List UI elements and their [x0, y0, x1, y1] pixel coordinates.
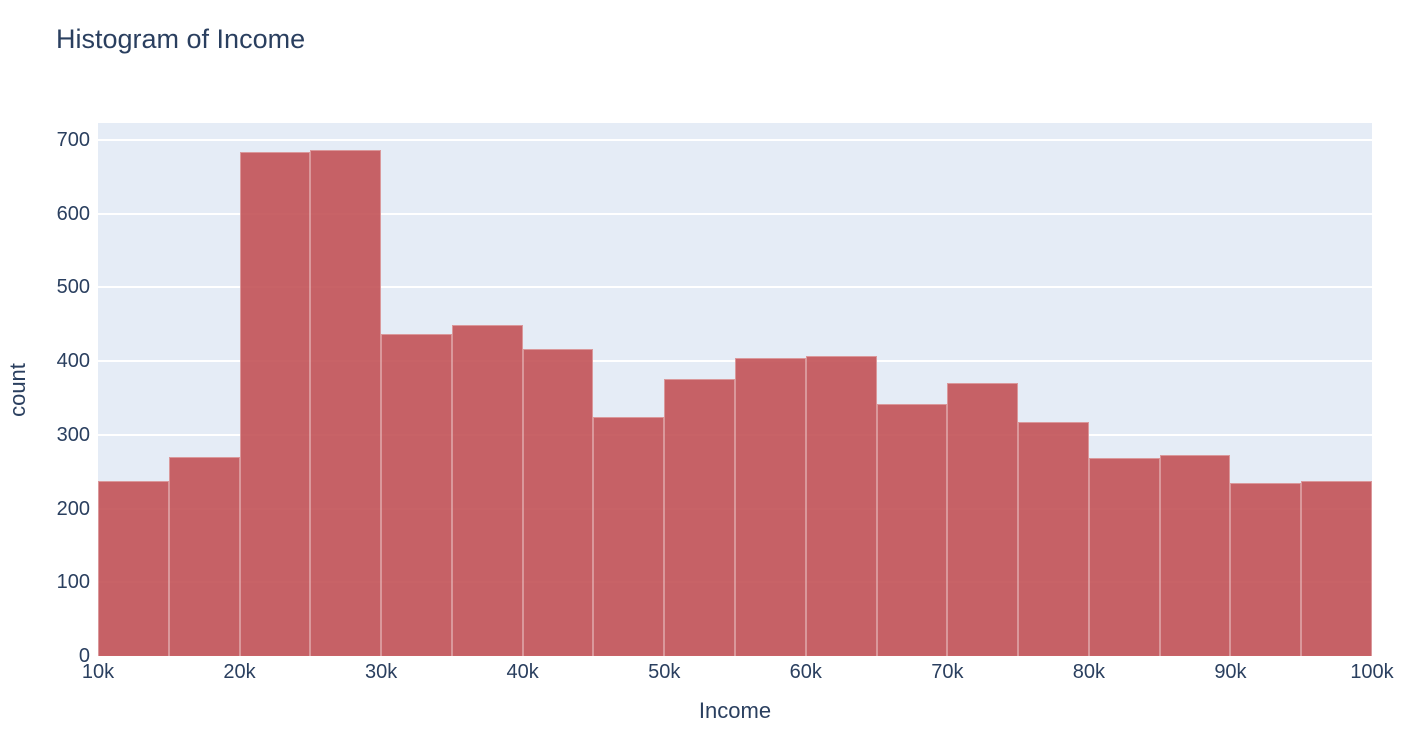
x-tick-label: 50k — [648, 661, 681, 683]
x-tick-label: 60k — [789, 661, 822, 683]
x-tick-label: 10k — [81, 661, 115, 683]
histogram-bar[interactable] — [1301, 480, 1372, 656]
histogram-bar[interactable] — [239, 151, 311, 656]
histogram-bar[interactable] — [1088, 457, 1160, 656]
y-tick-label: 0 — [78, 645, 90, 667]
histogram-bar[interactable] — [1159, 455, 1231, 656]
y-tick-label: 200 — [56, 497, 90, 520]
histogram-bar[interactable] — [451, 325, 523, 656]
plot-area[interactable] — [98, 123, 1372, 657]
x-tick-label: 80k — [1072, 661, 1105, 683]
histogram-bar[interactable] — [876, 403, 948, 656]
x-tick-label: 20k — [223, 661, 256, 683]
gridline-y-0 — [98, 655, 1372, 657]
x-tick-label: 40k — [506, 661, 539, 683]
y-tick-label: 600 — [56, 202, 90, 225]
histogram-bar[interactable] — [735, 358, 806, 656]
y-tick-label: 500 — [56, 276, 90, 299]
gridline-y-700 — [98, 138, 1372, 141]
histogram-bar[interactable] — [805, 355, 877, 656]
histogram-bar[interactable] — [310, 149, 382, 656]
y-tick-label: 700 — [56, 128, 90, 151]
histogram-bar[interactable] — [664, 378, 735, 656]
x-tick-label: 100k — [1350, 661, 1394, 683]
chart-title: Histogram of Income — [56, 24, 306, 54]
histogram-bar[interactable] — [522, 348, 594, 656]
histogram-bar[interactable] — [98, 481, 169, 656]
histogram-bar[interactable] — [1230, 482, 1302, 656]
x-tick-label: 90k — [1214, 661, 1247, 683]
x-tick-label: 70k — [931, 661, 964, 683]
gridline-y-600 — [98, 212, 1372, 215]
y-tick-label: 400 — [56, 350, 90, 373]
gridline-y-500 — [98, 286, 1372, 289]
histogram-bar[interactable] — [381, 333, 452, 656]
histogram-bar[interactable] — [593, 417, 665, 656]
y-tick-label: 100 — [56, 571, 90, 594]
x-axis-title: Income — [698, 698, 772, 723]
histogram-bar[interactable] — [1018, 421, 1089, 656]
histogram-bar[interactable] — [947, 382, 1019, 656]
x-tick-label: 30k — [364, 661, 398, 683]
y-tick-label: 300 — [56, 423, 90, 446]
histogram-bar[interactable] — [168, 456, 240, 656]
y-axis-title: count — [5, 363, 30, 417]
